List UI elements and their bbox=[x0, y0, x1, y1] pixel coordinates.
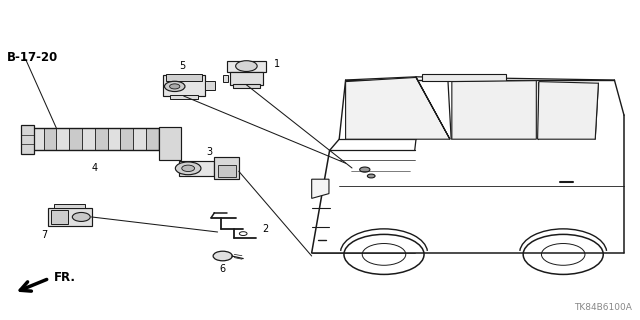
Text: TK84B6100A: TK84B6100A bbox=[575, 303, 632, 312]
Bar bbox=[31, 128, 159, 150]
Text: 5: 5 bbox=[179, 60, 186, 71]
Circle shape bbox=[175, 162, 201, 175]
Bar bbox=[179, 161, 214, 176]
Bar bbox=[31, 128, 44, 150]
Text: 4: 4 bbox=[92, 163, 98, 173]
Bar bbox=[422, 74, 506, 81]
Bar bbox=[120, 128, 133, 150]
Bar bbox=[54, 204, 85, 208]
Polygon shape bbox=[452, 81, 536, 139]
Bar bbox=[21, 125, 34, 154]
Bar bbox=[44, 128, 56, 150]
Bar bbox=[170, 95, 198, 99]
Text: 6: 6 bbox=[220, 264, 226, 275]
Bar bbox=[163, 75, 205, 96]
Bar bbox=[159, 127, 181, 160]
Bar bbox=[166, 74, 202, 81]
Bar bbox=[233, 84, 260, 88]
Circle shape bbox=[213, 251, 232, 261]
Bar bbox=[95, 128, 108, 150]
Polygon shape bbox=[346, 77, 450, 139]
Text: FR.: FR. bbox=[54, 271, 76, 284]
Bar bbox=[227, 61, 266, 72]
Bar bbox=[108, 128, 120, 150]
Circle shape bbox=[72, 212, 90, 221]
Circle shape bbox=[236, 61, 257, 71]
Bar bbox=[214, 157, 239, 179]
Bar bbox=[69, 128, 82, 150]
Bar bbox=[223, 75, 228, 83]
Text: B-17-20: B-17-20 bbox=[6, 51, 58, 64]
Circle shape bbox=[170, 84, 180, 89]
Bar bbox=[82, 128, 95, 150]
Circle shape bbox=[182, 165, 195, 172]
Bar bbox=[133, 128, 146, 150]
Circle shape bbox=[360, 167, 370, 172]
Polygon shape bbox=[416, 77, 450, 139]
Circle shape bbox=[367, 174, 375, 178]
Bar bbox=[48, 208, 92, 226]
Bar bbox=[230, 72, 262, 85]
Polygon shape bbox=[538, 82, 598, 139]
Text: 1: 1 bbox=[274, 60, 280, 69]
Polygon shape bbox=[312, 179, 329, 198]
Circle shape bbox=[164, 81, 185, 92]
Bar bbox=[218, 165, 236, 177]
Text: 7: 7 bbox=[42, 229, 48, 240]
Bar bbox=[146, 128, 159, 150]
Bar bbox=[56, 128, 69, 150]
Bar bbox=[51, 210, 68, 224]
Text: 2: 2 bbox=[262, 224, 269, 234]
Bar bbox=[205, 81, 215, 90]
Text: 3: 3 bbox=[206, 147, 212, 157]
